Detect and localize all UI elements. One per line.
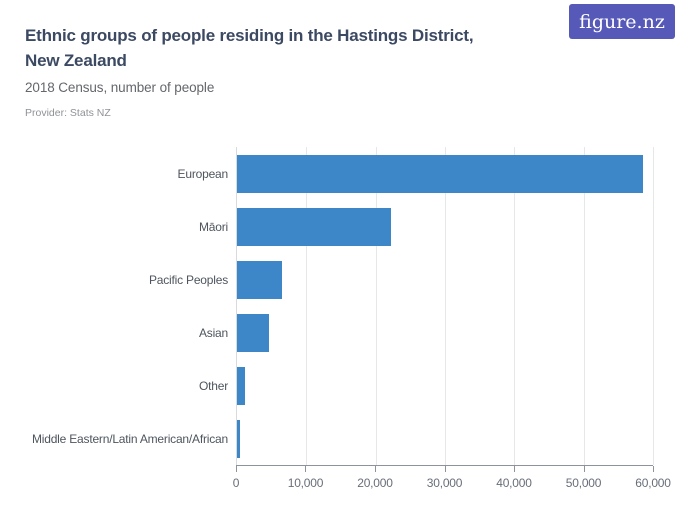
figurenz-logo[interactable]: figure.nz: [569, 4, 675, 39]
bar-european[interactable]: [237, 154, 643, 193]
x-tick-label-40000: 40,000: [496, 476, 532, 490]
chart-title: Ethnic groups of people residing in the …: [25, 23, 474, 73]
category-label-pacific-peoples: Pacific Peoples: [148, 272, 228, 287]
x-tick-30000: [444, 466, 446, 472]
x-tick-60000: [653, 466, 654, 472]
gridline-20000: [375, 147, 377, 465]
category-label-maori: Māori: [198, 219, 228, 234]
bar-row-european: [237, 147, 653, 200]
bar-row-pacific-peoples: [237, 253, 653, 306]
x-tick-0: [236, 466, 237, 472]
x-tick-20000: [374, 466, 376, 472]
category-label-middle-eastern-latin-american-african: Middle Eastern/Latin American/African: [31, 431, 228, 446]
chart-title-line1: Ethnic groups of people residing in the …: [25, 26, 474, 45]
chart-subtitle: 2018 Census, number of people: [25, 80, 215, 95]
x-tick-10000: [305, 466, 307, 472]
x-tick-label-0: 0: [232, 476, 240, 490]
category-label-asian: Asian: [198, 325, 228, 340]
x-tick-label-10000: 10,000: [287, 476, 324, 490]
category-labels: European Māori Pacific Peoples Asian Other Mi…: [0, 147, 228, 465]
x-tick-50000: [583, 466, 585, 472]
x-tick-label-20000: 20,000: [357, 476, 393, 490]
gridline-50000: [583, 147, 585, 465]
gridline-30000: [445, 147, 446, 465]
bar-row-maori: [237, 200, 653, 253]
x-tick-40000: [513, 466, 515, 472]
bar-chart: European Māori Pacific Peoples Asian Other Mi…: [0, 147, 700, 517]
category-label-european: European: [177, 166, 229, 181]
provider-label: Provider: Stats NZ: [25, 107, 111, 119]
bar-row-middle-eastern-latin-american-african: [237, 412, 653, 465]
category-label-other: Other: [198, 378, 228, 393]
gridline-40000: [514, 147, 516, 465]
gridline-10000: [306, 147, 308, 465]
bar-asian[interactable]: [237, 313, 269, 352]
x-axis: 0 10,000 20,000 30,000 40,000 50,000 60,000: [232, 465, 671, 508]
bar-row-asian: [237, 306, 653, 359]
x-tick-label-30000: 30,000: [426, 476, 463, 490]
bar-middle-eastern-latin-american-african[interactable]: [237, 419, 241, 458]
bar-pacific-peoples[interactable]: [237, 260, 283, 299]
gridline-60000: [653, 147, 654, 465]
figurenz-logo-text: figure.nz: [579, 10, 665, 33]
bar-maori[interactable]: [237, 207, 391, 246]
x-tick-label-50000: 50,000: [565, 476, 602, 490]
x-tick-label-60000: 60,000: [635, 476, 671, 490]
plot-area: [236, 147, 654, 465]
bar-row-other: [237, 359, 653, 412]
bar-other[interactable]: [237, 366, 246, 405]
chart-title-line2: New Zealand: [25, 51, 127, 70]
